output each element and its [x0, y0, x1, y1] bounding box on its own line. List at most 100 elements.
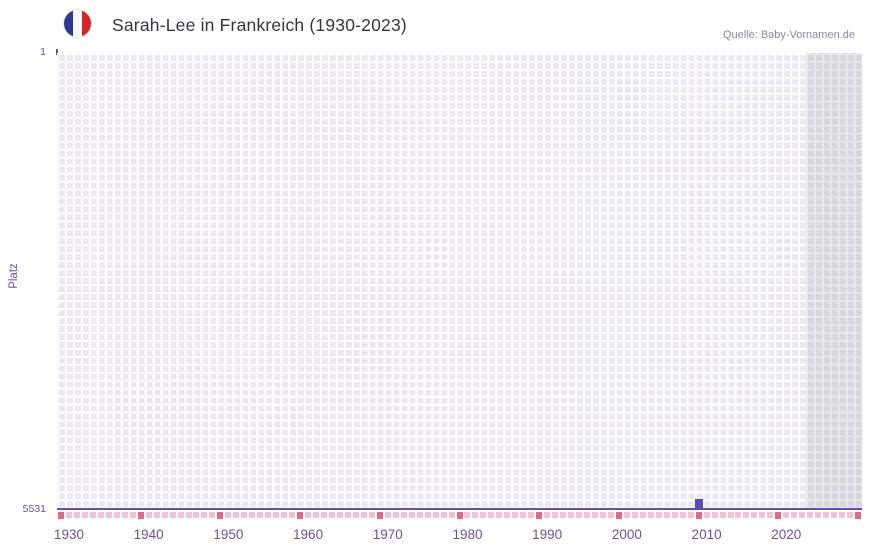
x-major-tick [855, 512, 862, 519]
x-minor-tick [432, 512, 439, 518]
x-minor-tick [81, 512, 88, 518]
flag-stripe-red [82, 10, 91, 37]
x-minor-tick [408, 512, 415, 518]
x-major-tick [217, 512, 224, 519]
x-minor-tick [504, 512, 511, 518]
x-minor-tick [783, 512, 790, 518]
x-minor-tick [663, 512, 670, 518]
x-minor-tick [815, 512, 822, 518]
x-minor-tick [639, 512, 646, 518]
x-minor-tick [169, 512, 176, 518]
x-minor-tick [265, 512, 272, 518]
x-minor-tick [273, 512, 280, 518]
x-minor-tick [528, 512, 535, 518]
x-major-tick [775, 512, 782, 519]
x-minor-tick [305, 512, 312, 518]
x-tick-label: 1950 [213, 527, 244, 542]
x-minor-tick [121, 512, 128, 518]
x-minor-tick [631, 512, 638, 518]
x-minor-tick [743, 512, 750, 518]
x-minor-tick [153, 512, 160, 518]
x-minor-tick [727, 512, 734, 518]
plot-area [57, 53, 862, 510]
x-minor-tick [576, 512, 583, 518]
x-minor-tick [177, 512, 184, 518]
x-minor-tick [687, 512, 694, 518]
x-tick-label: 1940 [133, 527, 164, 542]
x-minor-tick [241, 512, 248, 518]
x-minor-tick [552, 512, 559, 518]
x-minor-tick [823, 512, 830, 518]
x-minor-tick [360, 512, 367, 518]
x-minor-tick [281, 512, 288, 518]
x-major-tick [58, 512, 64, 519]
x-minor-tick [368, 512, 375, 518]
x-minor-tick [496, 512, 503, 518]
x-minor-tick [193, 512, 200, 518]
x-major-tick [615, 512, 622, 519]
source-label: Quelle: Baby-Vornamen.de [722, 29, 855, 41]
flag-stripe-white [73, 10, 82, 37]
y-tick-top: 1 [40, 46, 46, 58]
x-minor-tick [839, 512, 846, 518]
x-minor-tick [488, 512, 495, 518]
x-minor-tick [791, 512, 798, 518]
x-minor-tick [544, 512, 551, 518]
x-tick-label: 2000 [611, 527, 642, 542]
x-minor-tick [313, 512, 320, 518]
x-minor-tick [512, 512, 519, 518]
x-minor-tick [225, 512, 232, 518]
x-minor-tick [328, 512, 335, 518]
x-minor-tick [560, 512, 567, 518]
x-minor-tick [448, 512, 455, 518]
x-minor-tick [607, 512, 614, 518]
x-major-tick [376, 512, 383, 519]
x-minor-tick [145, 512, 152, 518]
x-minor-tick [623, 512, 630, 518]
x-minor-tick [767, 512, 774, 518]
y-axis-tick-mark [56, 49, 58, 55]
france-flag-icon [64, 10, 91, 37]
x-minor-tick [97, 512, 104, 518]
x-minor-tick [568, 512, 575, 518]
x-minor-tick [424, 512, 431, 518]
x-minor-tick [799, 512, 806, 518]
x-tick-label: 2020 [771, 527, 802, 542]
x-minor-tick [847, 512, 854, 518]
x-minor-tick [831, 512, 838, 518]
y-tick-bottom: 5531 [22, 503, 46, 515]
x-minor-tick [73, 512, 80, 518]
x-major-tick [536, 512, 543, 519]
x-minor-tick [751, 512, 758, 518]
x-minor-tick [105, 512, 112, 518]
x-minor-tick [671, 512, 678, 518]
x-major-tick [695, 512, 702, 519]
x-minor-tick [735, 512, 742, 518]
x-minor-tick [209, 512, 216, 518]
x-minor-tick [321, 512, 328, 518]
x-tick-label: 1970 [372, 527, 403, 542]
x-minor-tick [344, 512, 351, 518]
x-axis-line [57, 508, 862, 510]
x-minor-tick [185, 512, 192, 518]
x-minor-tick [201, 512, 208, 518]
x-minor-tick [584, 512, 591, 518]
x-minor-tick [440, 512, 447, 518]
x-minor-tick [416, 512, 423, 518]
x-minor-tick [599, 512, 606, 518]
x-minor-tick [807, 512, 814, 518]
x-major-tick [456, 512, 463, 519]
x-minor-tick [249, 512, 256, 518]
x-tick-label: 1980 [452, 527, 483, 542]
future-shade-band [806, 53, 862, 510]
x-minor-tick [679, 512, 686, 518]
x-minor-tick [384, 512, 391, 518]
x-minor-tick [472, 512, 479, 518]
x-minor-tick [257, 512, 264, 518]
rank-bar[interactable] [694, 499, 703, 510]
x-minor-tick [719, 512, 726, 518]
x-minor-tick [336, 512, 343, 518]
x-tick-label: 1960 [293, 527, 324, 542]
x-minor-tick [711, 512, 718, 518]
x-minor-tick [759, 512, 766, 518]
